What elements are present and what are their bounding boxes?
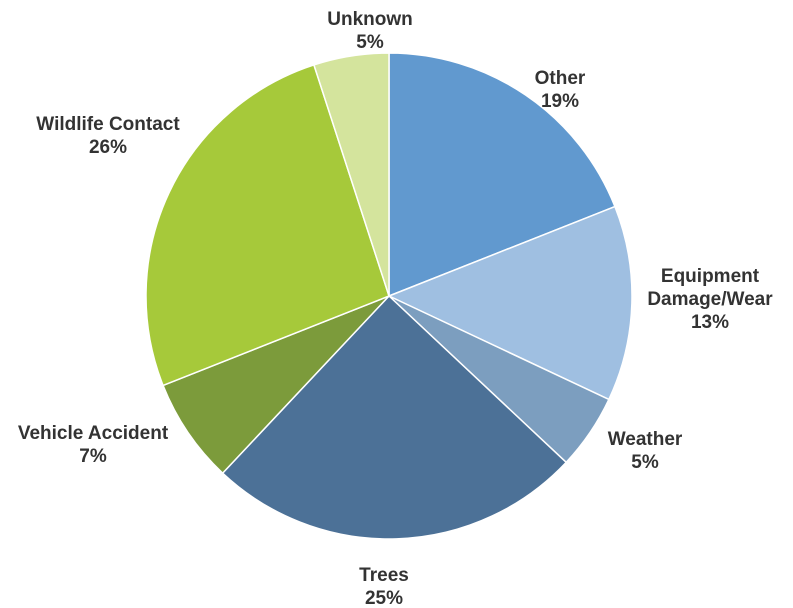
label-other-name: Other <box>534 68 586 89</box>
label-equipment-damage-line1: Equipment <box>660 266 760 287</box>
label-weather-pct: 5% <box>631 452 659 473</box>
label-vehicle-accident-name: Vehicle Accident <box>17 423 169 444</box>
pie-slice-wildlife-contact <box>145 64 390 387</box>
label-wildlife-contact-pct: 26% <box>88 137 128 158</box>
label-unknown-pct: 5% <box>356 32 384 53</box>
label-trees-pct: 25% <box>364 588 404 608</box>
pie-slice-equipment-damage-wear <box>388 205 633 401</box>
label-other-pct: 19% <box>540 91 580 112</box>
label-trees: Trees 25% <box>334 564 434 608</box>
label-vehicle-accident-pct: 7% <box>79 446 107 467</box>
pie-slice-trees <box>221 295 567 540</box>
label-weather: Weather 5% <box>590 428 700 474</box>
pie-slice-vehicle-accident <box>162 295 390 474</box>
label-other: Other 19% <box>505 67 615 113</box>
label-unknown: Unknown 5% <box>305 8 435 54</box>
label-wildlife-contact-name: Wildlife Contact <box>36 114 180 135</box>
label-vehicle-accident: Vehicle Accident 7% <box>4 422 182 468</box>
label-equipment-damage: Equipment Damage/Wear 13% <box>636 265 784 334</box>
label-equipment-damage-pct: 13% <box>690 312 730 333</box>
label-equipment-damage-line2: Damage/Wear <box>647 289 773 310</box>
pie-slice-other <box>388 52 616 297</box>
label-unknown-name: Unknown <box>327 9 413 30</box>
pie-slice-unknown <box>313 52 390 297</box>
label-weather-name: Weather <box>607 429 683 450</box>
label-wildlife-contact: Wildlife Contact 26% <box>18 113 198 159</box>
label-trees-name: Trees <box>359 565 409 586</box>
